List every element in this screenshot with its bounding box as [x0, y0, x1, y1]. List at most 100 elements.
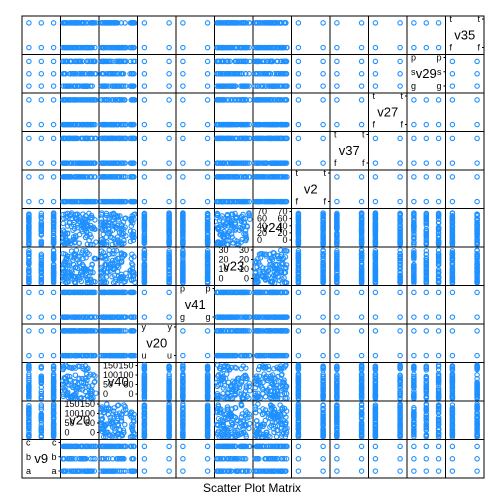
- data-point: [449, 97, 456, 103]
- data-point: [26, 289, 32, 296]
- data-point: [270, 121, 276, 128]
- data-point: [98, 210, 105, 216]
- data-point: [74, 174, 81, 180]
- data-point: [38, 215, 45, 222]
- data-point: [372, 71, 379, 77]
- data-point: [204, 58, 211, 65]
- data-point: [110, 160, 116, 166]
- data-point: [101, 222, 107, 229]
- data-point: [68, 238, 75, 244]
- diagonal-variable-name: v2: [304, 181, 318, 196]
- data-point: [26, 58, 32, 65]
- data-point: [50, 58, 57, 65]
- cell-frame: [291, 131, 331, 171]
- diagonal-tick-label: t: [334, 130, 337, 140]
- data-point: [204, 121, 211, 128]
- data-point: [166, 121, 172, 128]
- data-point: [131, 44, 137, 51]
- data-point: [320, 160, 326, 166]
- cell-v35-vs-v29: [445, 54, 485, 94]
- cell-v20-vs-v40: [137, 362, 177, 402]
- data-point: [65, 44, 72, 51]
- data-point: [68, 58, 75, 65]
- data-point: [262, 160, 269, 166]
- diagonal-tick-label: t: [323, 168, 326, 178]
- data-point: [84, 160, 91, 166]
- data-point: [38, 97, 45, 103]
- cell-v35-vs-v20: [445, 323, 485, 363]
- data-point: [100, 231, 106, 238]
- data-point: [38, 198, 45, 205]
- data-point: [26, 229, 32, 236]
- diagonal-tick-label: p: [411, 53, 416, 63]
- data-point: [320, 121, 326, 128]
- cell-v37-vs-v24: [329, 208, 369, 248]
- data-point: [295, 44, 302, 51]
- data-point: [26, 328, 32, 334]
- data-point: [204, 97, 211, 103]
- data-point: [130, 121, 137, 128]
- diagonal-tick-label: f: [373, 120, 376, 130]
- data-point: [435, 174, 442, 180]
- cell-v40-vs-v27: [98, 92, 138, 132]
- data-point: [244, 83, 250, 89]
- data-point: [38, 289, 45, 296]
- data-point: [141, 314, 148, 320]
- data-point: [62, 198, 68, 205]
- data-point: [449, 198, 456, 205]
- data-point: [219, 83, 225, 89]
- data-point: [131, 234, 137, 241]
- cell-v41-vs-v37: [175, 131, 215, 171]
- cell-v37-vs-v29: [329, 54, 369, 94]
- data-point: [204, 328, 211, 334]
- data-point: [411, 198, 417, 205]
- data-point: [358, 83, 365, 89]
- data-point: [166, 83, 172, 89]
- data-point: [257, 44, 264, 51]
- data-point: [61, 160, 67, 166]
- data-point: [284, 44, 290, 51]
- diagonal-tick-label: 30: [219, 245, 229, 255]
- data-point: [82, 83, 88, 89]
- data-point: [271, 44, 278, 51]
- data-point: [295, 328, 302, 334]
- data-point: [115, 240, 122, 246]
- data-point: [166, 314, 172, 320]
- data-point: [74, 58, 81, 65]
- data-point: [60, 83, 66, 89]
- cell-frame: [21, 92, 61, 132]
- data-point: [227, 121, 233, 128]
- data-point: [228, 160, 235, 166]
- data-point: [141, 71, 148, 77]
- data-point: [218, 44, 225, 51]
- data-point: [423, 20, 430, 26]
- cell-frame: [329, 285, 369, 325]
- cell-v20-vs-v2: [60, 169, 100, 209]
- cell-v41-vs-v2: [175, 169, 215, 209]
- data-point: [241, 135, 248, 142]
- data-point: [82, 160, 89, 166]
- data-point: [246, 71, 252, 77]
- data-point: [84, 135, 91, 142]
- cell-v41-vs-v20: [175, 323, 215, 363]
- cell-v27-vs-v35: [368, 15, 408, 55]
- cell-v24-vs-v23: [252, 246, 292, 286]
- data-point: [118, 97, 125, 103]
- data-point: [358, 198, 365, 205]
- data-point: [231, 20, 237, 26]
- data-point: [38, 228, 45, 235]
- data-point: [50, 198, 57, 205]
- data-point: [129, 97, 136, 103]
- data-point: [295, 352, 302, 359]
- data-point: [334, 97, 340, 103]
- data-point: [141, 97, 148, 103]
- data-point: [166, 198, 172, 205]
- data-point: [130, 198, 136, 205]
- diagonal-tick-label: t: [477, 14, 480, 24]
- data-point: [127, 121, 133, 128]
- cell-frame: [329, 169, 369, 209]
- data-point: [166, 234, 172, 241]
- data-point: [129, 83, 136, 89]
- data-point: [372, 289, 379, 296]
- cell-frame: [329, 92, 369, 132]
